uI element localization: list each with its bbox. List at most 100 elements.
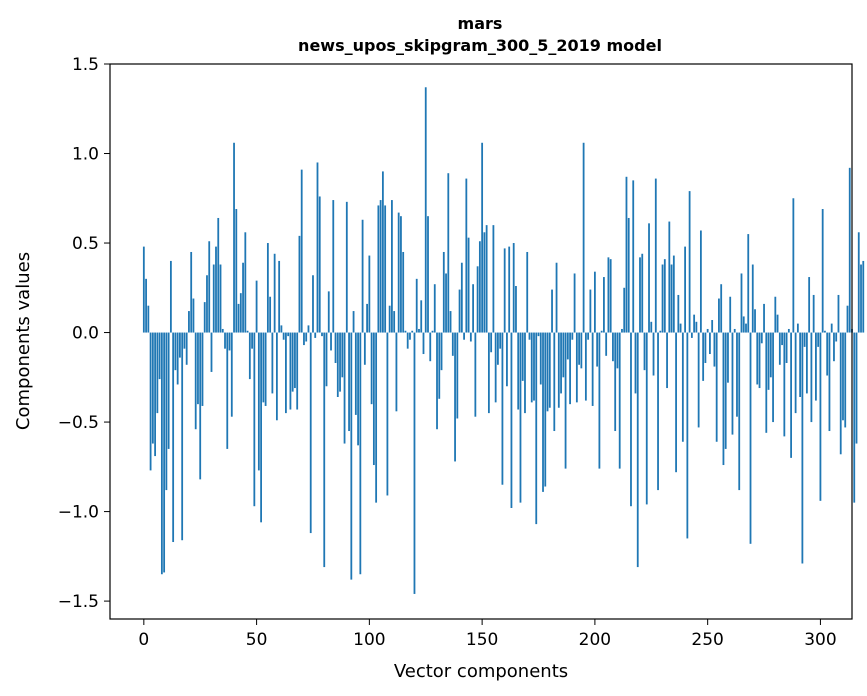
bar-248 (702, 332, 705, 381)
bar-15 (176, 332, 179, 385)
bar-306 (833, 332, 835, 362)
bar-24 (197, 332, 199, 405)
bar-0 (142, 246, 145, 333)
bar-120 (413, 332, 416, 594)
bar-150 (481, 142, 484, 333)
bar-101 (370, 332, 373, 405)
bar-295 (808, 277, 811, 333)
bar-216 (630, 332, 632, 507)
bar-156 (494, 332, 497, 403)
bar-67 (294, 332, 296, 389)
x-tick-label: 250 (691, 630, 723, 650)
y-tick-label: 0.5 (72, 234, 99, 254)
bar-174 (535, 332, 538, 525)
bar-280 (774, 296, 777, 333)
bar-193 (578, 332, 580, 365)
bar-232 (666, 332, 668, 389)
bar-147 (474, 332, 477, 417)
bar-182 (553, 332, 556, 432)
bar-94 (354, 332, 357, 415)
bar-32 (215, 246, 217, 333)
bar-66 (291, 332, 294, 392)
bar-65 (289, 332, 292, 410)
bar-210 (616, 332, 619, 369)
bar-171 (528, 332, 531, 340)
bar-215 (627, 217, 630, 333)
bar-218 (634, 332, 637, 394)
bar-308 (837, 294, 840, 333)
bar-203 (600, 330, 603, 333)
bar-23 (194, 332, 197, 430)
bar-12 (169, 260, 172, 333)
bar-16 (179, 332, 181, 358)
bar-265 (740, 273, 743, 333)
bar-51 (257, 332, 260, 471)
bar-273 (758, 332, 761, 389)
bar-134 (445, 273, 447, 333)
bar-62 (282, 332, 285, 340)
bar-119 (411, 330, 414, 333)
bar-250 (706, 328, 709, 333)
bar-29 (208, 241, 211, 333)
bar-255 (718, 298, 720, 333)
bar-185 (560, 332, 562, 394)
bar-38 (228, 332, 231, 351)
bar-197 (587, 332, 590, 340)
bar-161 (506, 332, 508, 387)
bar-109 (388, 305, 391, 333)
bar-43 (239, 293, 242, 333)
bar-135 (447, 173, 450, 333)
bar-25 (199, 332, 202, 480)
bar-264 (738, 332, 741, 491)
bar-85 (334, 332, 337, 363)
bar-10 (165, 332, 168, 491)
bar-276 (765, 332, 768, 433)
bar-152 (485, 225, 488, 333)
bar-241 (686, 332, 689, 539)
bar-142 (463, 332, 465, 340)
bar-158 (499, 332, 502, 349)
bar-260 (729, 296, 732, 333)
bar-263 (736, 332, 738, 417)
bar-61 (280, 325, 283, 333)
bar-191 (573, 273, 576, 333)
bar-84 (332, 200, 335, 333)
bar-278 (769, 332, 772, 378)
bar-7 (158, 332, 161, 380)
bar-298 (815, 332, 817, 401)
bar-227 (654, 178, 657, 333)
bar-271 (754, 309, 756, 333)
bar-47 (248, 332, 251, 380)
bar-202 (598, 332, 601, 469)
bar-130 (436, 332, 438, 430)
y-tick-label: 1.5 (72, 55, 99, 75)
bar-233 (668, 221, 671, 333)
bar-97 (361, 219, 364, 333)
bar-93 (352, 311, 355, 333)
bar-195 (582, 142, 585, 333)
bar-75 (312, 275, 314, 333)
bar-296 (810, 332, 813, 423)
bar-60 (278, 260, 281, 333)
bar-3 (149, 332, 152, 471)
bar-221 (641, 253, 644, 333)
bar-14 (174, 332, 177, 371)
bar-300 (819, 332, 822, 501)
bar-288 (792, 198, 795, 333)
bar-206 (607, 257, 610, 333)
bar-183 (555, 262, 558, 333)
bar-198 (589, 289, 592, 333)
bar-153 (487, 332, 490, 414)
bar-90 (345, 201, 348, 333)
bar-88 (341, 332, 344, 378)
bar-294 (805, 332, 808, 394)
bar-259 (727, 332, 729, 383)
bar-139 (456, 332, 459, 419)
bar-86 (336, 332, 339, 397)
x-tick-label: 300 (804, 630, 836, 650)
bar-297 (812, 294, 815, 333)
bar-219 (636, 332, 639, 568)
bar-26 (201, 332, 204, 406)
bar-234 (670, 264, 673, 333)
bars-group (142, 87, 865, 594)
